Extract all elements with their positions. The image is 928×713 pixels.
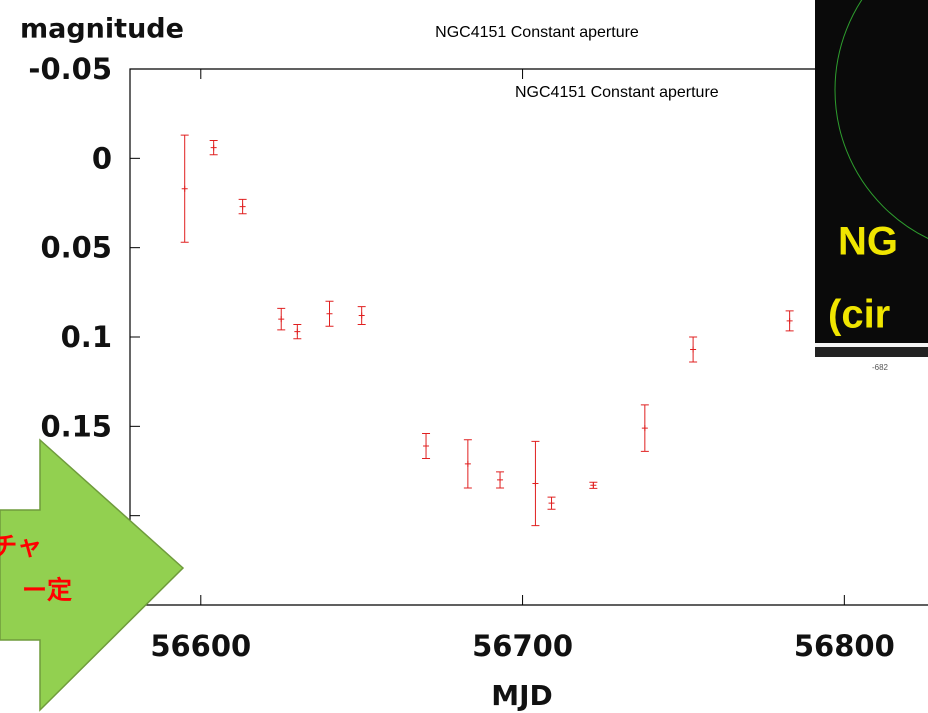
data-point bbox=[423, 442, 430, 449]
y-axis-label: magnitude bbox=[20, 14, 184, 45]
chart-title: NGC4151 Constant aperture bbox=[435, 24, 639, 41]
data-point bbox=[210, 144, 217, 151]
x-tick-label: 56600 bbox=[150, 629, 251, 663]
inset-text: (cir bbox=[828, 293, 890, 337]
data-point bbox=[590, 482, 597, 489]
data-point bbox=[532, 480, 539, 487]
inset-strip bbox=[815, 347, 928, 357]
data-point bbox=[548, 500, 555, 507]
arrow-text: ー定 bbox=[22, 576, 72, 605]
data-point bbox=[641, 425, 648, 432]
data-point bbox=[786, 317, 793, 324]
y-tick-label: -0.05 bbox=[28, 52, 112, 86]
x-tick-label: 56800 bbox=[794, 629, 895, 663]
data-point bbox=[278, 316, 285, 323]
data-point bbox=[239, 203, 246, 210]
data-point bbox=[294, 328, 301, 335]
legend-label: NGC4151 Constant aperture bbox=[515, 84, 719, 101]
data-point bbox=[464, 460, 471, 467]
data-point bbox=[358, 312, 365, 319]
arrow-shape bbox=[0, 438, 185, 712]
data-point bbox=[326, 310, 333, 317]
inset-axis-label: -682 bbox=[872, 363, 889, 372]
inset-text: NG bbox=[838, 220, 898, 264]
y-tick-label: 0.1 bbox=[61, 320, 112, 354]
data-point bbox=[497, 476, 504, 483]
inset-bar bbox=[815, 343, 928, 347]
data-point bbox=[181, 185, 188, 192]
y-tick-label: 0 bbox=[92, 141, 112, 175]
inset-image bbox=[815, 0, 928, 343]
y-tick-label: 0.15 bbox=[40, 409, 112, 443]
aperture-circle bbox=[834, 0, 928, 239]
y-tick-label: 0.05 bbox=[40, 231, 112, 265]
data-point bbox=[690, 346, 697, 353]
x-axis-label: MJD bbox=[491, 679, 553, 712]
x-tick-label: 56700 bbox=[472, 629, 573, 663]
arrow-text: チャ bbox=[0, 533, 42, 561]
